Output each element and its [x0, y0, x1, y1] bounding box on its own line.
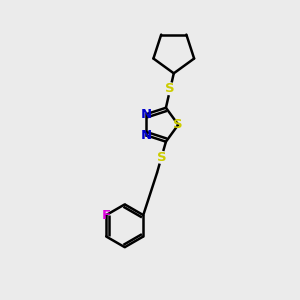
Text: N: N — [140, 108, 152, 121]
Text: S: S — [173, 118, 183, 131]
Text: N: N — [140, 129, 152, 142]
Text: F: F — [102, 208, 111, 222]
Text: S: S — [165, 82, 175, 95]
Text: S: S — [157, 151, 166, 164]
